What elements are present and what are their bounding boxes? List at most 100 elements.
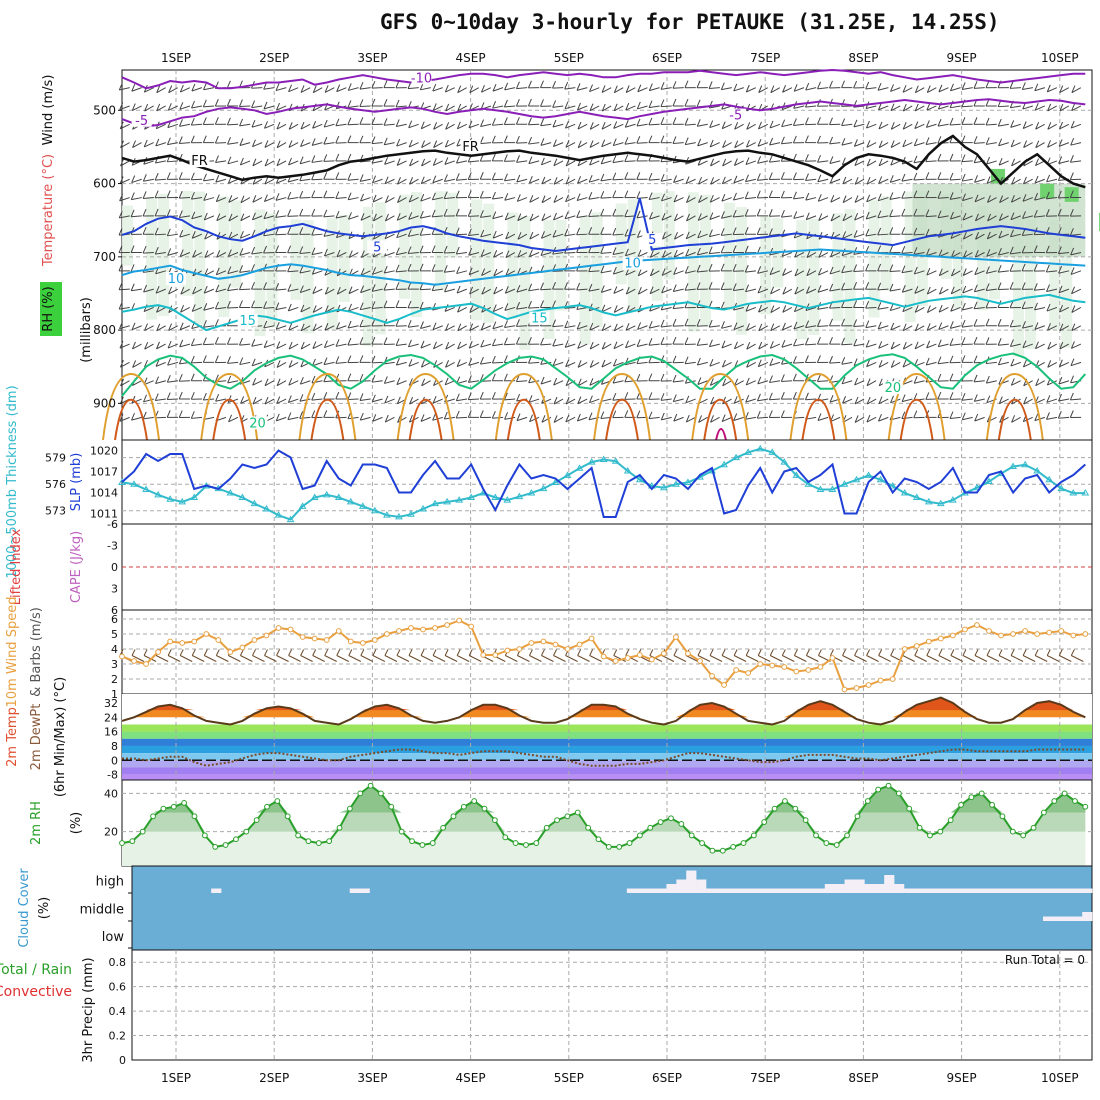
wind-barb	[973, 394, 978, 402]
wind-barb	[721, 233, 732, 236]
wind-barb	[890, 160, 901, 166]
wind-barb	[493, 306, 504, 313]
rh2m-point	[906, 805, 913, 812]
rh2m-series	[119, 782, 1089, 866]
wind-barb	[927, 87, 937, 94]
wind-barb	[288, 378, 293, 386]
surface-barb	[276, 649, 281, 656]
wind-barb	[515, 336, 520, 345]
wind-barb	[421, 123, 431, 130]
rh-cell	[507, 212, 519, 319]
wind-barb	[674, 232, 678, 240]
wind-barb	[252, 195, 257, 203]
precip-grid	[132, 950, 1092, 1060]
wind-barb	[612, 227, 617, 236]
wind-barb	[168, 286, 173, 295]
wind-barb	[432, 103, 437, 111]
bottom-day-label: 2SEP	[259, 1071, 289, 1085]
wind-barb	[312, 307, 323, 313]
wind-barb	[179, 252, 191, 258]
wind-barb	[817, 160, 829, 163]
wind-barb	[204, 233, 215, 240]
wind-barb	[119, 176, 124, 184]
wind-barb	[986, 178, 997, 184]
wind-barb	[420, 321, 424, 329]
rh2m-point	[1040, 809, 1047, 816]
wind-barb	[553, 160, 564, 167]
wind-barb	[527, 300, 532, 309]
wind-barb	[491, 153, 496, 162]
surface-barb	[541, 649, 545, 656]
wind-barb	[433, 361, 443, 368]
wind-barb	[445, 325, 455, 331]
wind-barb	[251, 246, 256, 255]
wind-barb	[961, 412, 966, 420]
wind-barb	[216, 215, 227, 222]
wind-barb	[335, 373, 340, 382]
wind-barb	[732, 283, 737, 291]
wind-barb	[734, 140, 739, 148]
wind-barb	[119, 306, 130, 310]
wind-barb	[335, 153, 340, 162]
wind-barb	[553, 212, 557, 221]
wind-barb	[156, 341, 160, 350]
contour-label-bg	[529, 311, 550, 325]
wind-barb	[588, 192, 593, 200]
rh-cell	[868, 200, 880, 318]
wind-barb	[131, 412, 135, 421]
wind-barb	[769, 233, 781, 236]
surface-barb	[938, 649, 943, 656]
wind-barb	[636, 136, 641, 144]
wind-barb	[1059, 103, 1064, 112]
wind-barb	[650, 252, 660, 258]
thickness-point	[515, 492, 524, 500]
wind-barb	[576, 282, 581, 291]
wind-barb	[1046, 306, 1058, 312]
wind-barb	[397, 197, 407, 204]
rh-cell	[699, 194, 711, 326]
wind-barb	[166, 228, 171, 237]
cloud-cells	[211, 870, 1093, 921]
rh2m-point	[1020, 832, 1027, 839]
wind-barb	[866, 361, 877, 368]
wind-barb	[264, 121, 268, 129]
wind-barb	[1070, 123, 1082, 129]
wind-barb	[227, 375, 232, 384]
wind-barb	[323, 215, 335, 218]
wind-barb	[600, 178, 612, 182]
temp-unit-label: (6hr Min/Max) (°C)	[53, 677, 68, 797]
temp-band	[122, 760, 1092, 768]
wind-barb	[1022, 194, 1027, 202]
wind-barb	[515, 117, 520, 125]
wind-barb	[492, 325, 504, 330]
wind-barb	[347, 355, 352, 363]
wind-barb	[455, 410, 460, 419]
wind-barb	[564, 306, 576, 309]
wind-barb	[455, 190, 460, 198]
surface-barb	[589, 655, 602, 662]
wind-barb	[359, 135, 364, 143]
wind-barb	[926, 323, 931, 331]
wind-barb	[732, 209, 737, 218]
wind-speed-point	[769, 662, 776, 669]
wind-barb	[480, 343, 492, 348]
wind-barb	[120, 378, 125, 387]
wind-barb	[830, 213, 835, 222]
wind-barb	[624, 228, 629, 237]
wind-barb	[913, 247, 918, 255]
wind-barb	[371, 318, 376, 327]
rh-cell	[796, 220, 808, 340]
cloud-cell-middle	[1062, 916, 1073, 921]
wind-barb	[552, 358, 557, 366]
wind-barb	[564, 320, 569, 328]
wind-barb	[504, 303, 509, 311]
wind-barb	[275, 197, 287, 201]
wind-barb	[335, 361, 347, 364]
wind-barb	[203, 303, 208, 311]
wind-barb	[552, 343, 564, 347]
cloud-cell-high	[676, 879, 687, 893]
wind-barb	[842, 178, 853, 185]
wind-barb	[144, 341, 149, 350]
wind-barb	[660, 82, 665, 90]
wind-barb	[516, 194, 521, 202]
